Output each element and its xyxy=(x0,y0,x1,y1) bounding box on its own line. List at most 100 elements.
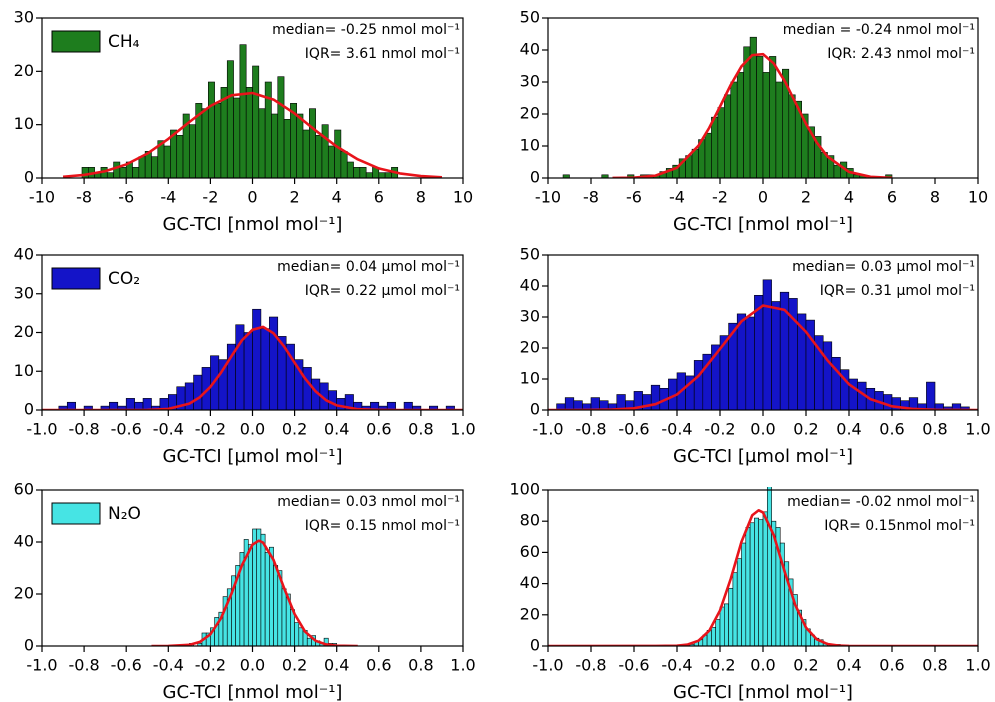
legend-swatch xyxy=(51,267,101,290)
x-tick-label: -10 xyxy=(535,188,561,207)
x-tick-label: 10 xyxy=(453,188,473,207)
bar xyxy=(384,172,392,178)
annotation: IQR= 0.15 nmol mol⁻¹ xyxy=(305,518,460,534)
bar xyxy=(252,308,262,410)
x-tick-label: -0.4 xyxy=(153,420,184,439)
bar xyxy=(756,56,764,178)
bar xyxy=(745,527,751,646)
x-tick-label: 1.0 xyxy=(965,656,990,675)
y-tick-label: 0 xyxy=(24,400,34,419)
bar xyxy=(138,156,146,178)
y-tick-label: 10 xyxy=(520,136,540,155)
y-tick-label: 0 xyxy=(530,400,540,419)
fit-curve xyxy=(612,52,893,178)
annotation: IQR= 0.31 µmol mol⁻¹ xyxy=(820,283,975,299)
bar xyxy=(256,528,262,646)
x-tick-label: -0.2 xyxy=(704,420,735,439)
bar xyxy=(283,119,291,178)
bar xyxy=(207,81,215,178)
bar xyxy=(691,148,699,178)
y-tick-label: 40 xyxy=(14,245,34,264)
annotation: median= 0.04 µmol mol⁻¹ xyxy=(277,259,460,275)
bar xyxy=(245,87,253,178)
bar xyxy=(359,167,367,178)
x-tick-label: -8 xyxy=(583,188,599,207)
bar xyxy=(728,587,734,646)
x-tick-label: 0.0 xyxy=(750,420,775,439)
x-tick-label: -0.6 xyxy=(111,656,142,675)
legend-label: CO₂ xyxy=(108,269,140,289)
x-tick-label: 4 xyxy=(332,188,342,207)
x-tick-label: 1.0 xyxy=(450,656,475,675)
x-tick-label: -2 xyxy=(712,188,728,207)
bar xyxy=(562,174,570,178)
bar xyxy=(294,622,300,646)
bar xyxy=(235,324,245,410)
bar xyxy=(711,116,719,178)
bar xyxy=(833,164,841,178)
y-tick-label: 20 xyxy=(14,584,34,603)
bar xyxy=(340,151,348,178)
legend-label: CH₄ xyxy=(108,32,140,52)
x-axis-label: GC-TCI [nmol mol⁻¹] xyxy=(163,682,343,702)
bar xyxy=(412,405,422,410)
bar xyxy=(323,637,329,646)
bar xyxy=(736,313,747,410)
bar xyxy=(386,401,396,410)
y-tick-label: 0 xyxy=(24,168,34,187)
fit-curve xyxy=(62,91,443,178)
x-tick-label: 0.4 xyxy=(324,420,349,439)
x-tick-label: 0.6 xyxy=(366,420,391,439)
bar xyxy=(193,374,203,410)
bar xyxy=(264,552,270,646)
y-tick-label: 50 xyxy=(520,245,540,264)
bar xyxy=(573,400,583,410)
x-tick-label: 0.8 xyxy=(922,420,947,439)
y-tick-label: 40 xyxy=(520,276,540,295)
bar xyxy=(346,161,354,178)
x-tick-label: 8 xyxy=(416,188,426,207)
x-tick-label: -6 xyxy=(626,188,642,207)
y-tick-label: 20 xyxy=(520,104,540,123)
x-tick-label: 0.8 xyxy=(408,420,433,439)
bar xyxy=(226,60,234,178)
x-tick-label: 0 xyxy=(247,188,257,207)
bar xyxy=(749,36,757,178)
annotation: IQR= 0.22 µmol mol⁻¹ xyxy=(305,283,460,299)
x-axis-label: GC-TCI [nmol mol⁻¹] xyxy=(673,682,853,702)
x-tick-label: -0.4 xyxy=(153,656,184,675)
bar xyxy=(693,360,704,410)
bar xyxy=(260,328,270,410)
bar xyxy=(189,124,196,178)
x-tick-label: 10 xyxy=(968,188,988,207)
y-tick-label: 20 xyxy=(520,338,540,357)
bar xyxy=(758,519,764,646)
bar xyxy=(119,167,127,178)
y-tick-label: 20 xyxy=(14,61,34,80)
fit-curve xyxy=(548,508,978,646)
x-tick-label: 8 xyxy=(930,188,940,207)
annotation: median= -0.25 nmol mol⁻¹ xyxy=(272,22,460,38)
bar xyxy=(822,341,833,410)
bar xyxy=(717,107,725,178)
x-tick-label: -6 xyxy=(118,188,134,207)
bar xyxy=(309,108,316,178)
x-tick-label: -0.6 xyxy=(111,420,142,439)
y-tick-label: 0 xyxy=(24,636,34,655)
x-tick-label: 1.0 xyxy=(965,420,990,439)
y-tick-label: 10 xyxy=(520,369,540,388)
bar xyxy=(258,108,266,178)
bar xyxy=(378,172,386,178)
bar xyxy=(762,279,772,410)
y-tick-label: 20 xyxy=(14,322,34,341)
x-tick-label: -0.8 xyxy=(68,420,99,439)
x-tick-label: -0.2 xyxy=(195,656,226,675)
annotation: IQR: 2.43 nmol mol⁻¹ xyxy=(827,46,975,62)
annotation: IQR= 3.61 nmol mol⁻¹ xyxy=(305,46,460,62)
x-tick-label: 2 xyxy=(801,188,811,207)
bar xyxy=(736,558,742,646)
x-tick-label: -4 xyxy=(669,188,685,207)
bar xyxy=(775,81,783,178)
x-axis-label: GC-TCI [nmol mol⁻¹] xyxy=(673,214,853,235)
